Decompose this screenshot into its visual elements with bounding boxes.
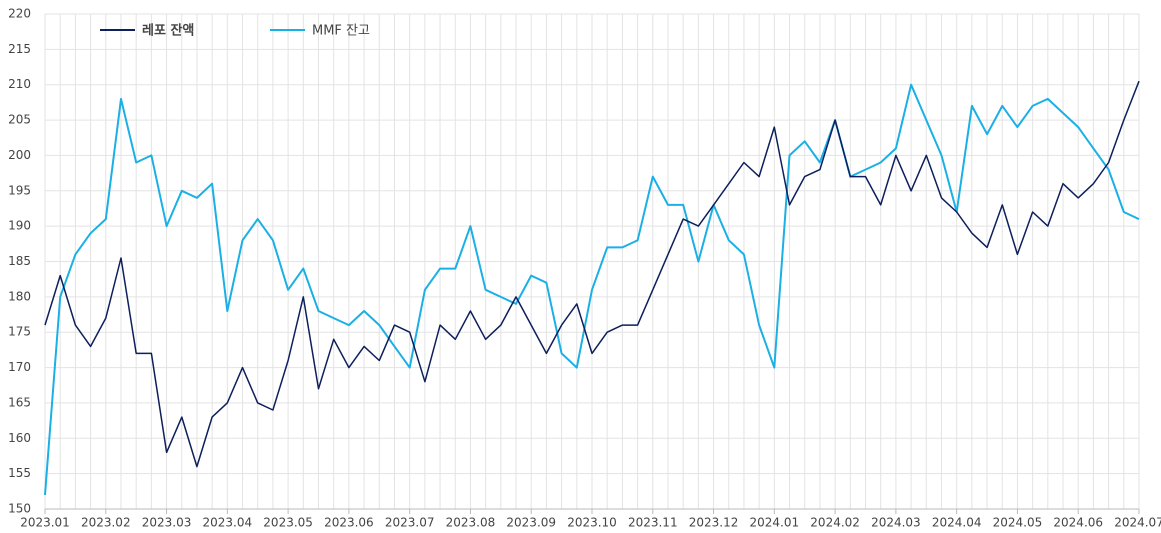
y-tick-label: 175 <box>8 325 31 339</box>
y-tick-label: 185 <box>8 254 31 268</box>
x-tick-label: 2023.12 <box>689 516 739 530</box>
x-tick-label: 2023.05 <box>263 516 313 530</box>
y-tick-label: 190 <box>8 219 31 233</box>
legend-label: 레포 잔액 <box>142 23 194 39</box>
x-tick-label: 2023.04 <box>203 516 253 530</box>
y-tick-label: 170 <box>8 360 31 374</box>
y-tick-label: 215 <box>8 42 31 56</box>
x-tick-label: 2023.10 <box>567 516 617 530</box>
series-line <box>44 80 1140 468</box>
x-tick-label: 2024.01 <box>750 516 800 530</box>
y-tick-label: 155 <box>8 466 31 480</box>
x-tick-label: 2023.03 <box>142 516 192 530</box>
x-tick-label: 2023.08 <box>446 516 496 530</box>
y-tick-label: 200 <box>8 148 31 162</box>
x-tick-label: 2023.02 <box>81 516 131 530</box>
x-tick-label: 2024.05 <box>993 516 1043 530</box>
x-tick-label: 2023.06 <box>324 516 374 530</box>
x-tick-label: 2024.03 <box>871 516 921 530</box>
y-tick-label: 150 <box>8 502 31 516</box>
y-tick-label: 165 <box>8 395 31 409</box>
x-tick-label: 2024.07 <box>1114 516 1161 530</box>
y-tick-label: 210 <box>8 77 31 91</box>
x-tick-label: 2024.02 <box>810 516 860 530</box>
x-tick-label: 2023.11 <box>628 516 678 530</box>
x-tick-label: 2023.09 <box>506 516 556 530</box>
y-tick-label: 220 <box>8 7 31 21</box>
x-tick-label: 2024.04 <box>932 516 982 530</box>
x-tick-label: 2023.07 <box>385 516 435 530</box>
legend-label: MMF 잔고 <box>312 24 370 39</box>
y-tick-label: 205 <box>8 113 31 127</box>
y-tick-label: 195 <box>8 183 31 197</box>
y-tick-label: 180 <box>8 289 31 303</box>
x-tick-label: 2024.06 <box>1053 516 1103 530</box>
x-tick-label: 2023.01 <box>20 516 70 530</box>
y-tick-label: 160 <box>8 431 31 445</box>
